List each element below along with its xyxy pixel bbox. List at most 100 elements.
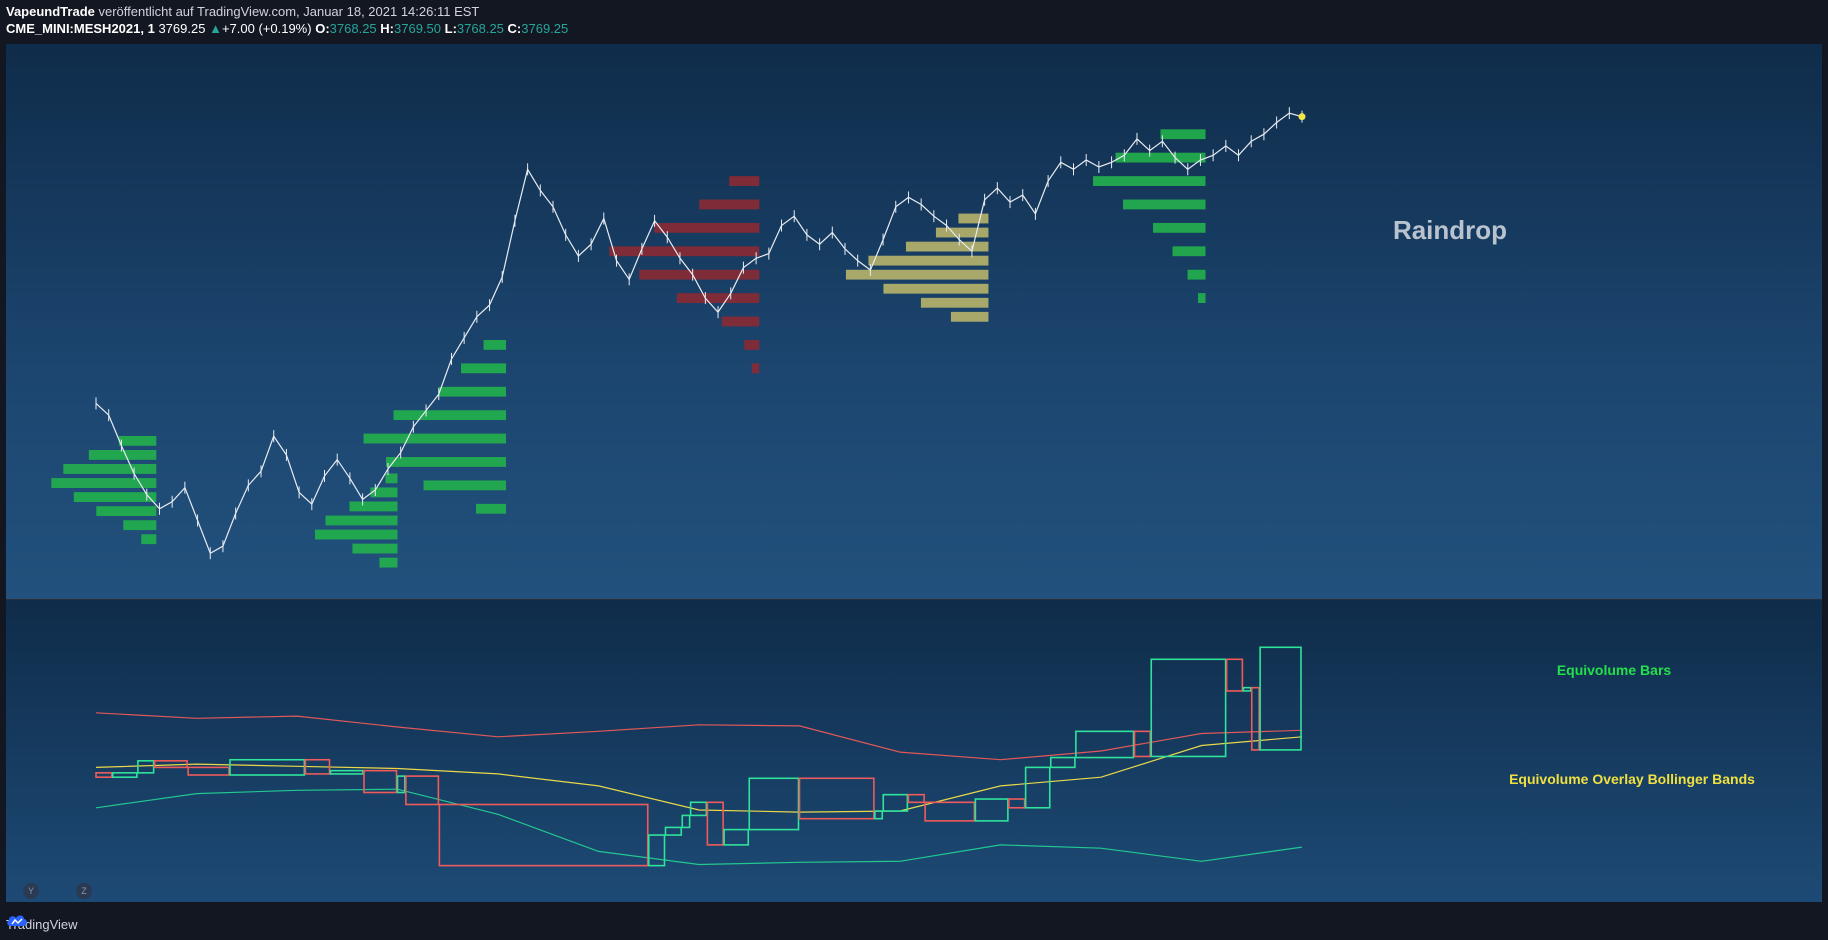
profile-bin (1153, 222, 1206, 233)
equivolume-box-down (706, 801, 724, 846)
profile-bin (123, 520, 157, 531)
equivolume-box-down (1008, 798, 1026, 809)
equivolume-box-down (95, 772, 113, 778)
publish-info: VapeundTrade veröffentlicht auf TradingV… (6, 4, 479, 19)
bollinger-title: Equivolume Overlay Bollinger Bands (1509, 771, 1755, 787)
price-line-group (95, 107, 1306, 560)
profile-bin (905, 241, 989, 252)
profile-bin (385, 473, 398, 484)
publish-text: veröffentlicht auf TradingView.com, Janu… (98, 4, 480, 19)
profile-bin (609, 246, 760, 257)
high-value: 3769.50 (394, 21, 441, 36)
profile-bin (325, 515, 398, 526)
profile-bin (438, 386, 507, 397)
profile-bin (315, 529, 398, 540)
profile-bin (51, 478, 157, 488)
raindrop-chart[interactable]: Raindrop (6, 44, 1822, 599)
profile-bin (744, 339, 760, 350)
profile-bin (868, 255, 989, 266)
equivolume-box-up (1259, 646, 1302, 751)
equivolume-box-down (1225, 658, 1244, 692)
volume-profile (363, 339, 507, 514)
profile-bin (1160, 129, 1206, 140)
equivolume-box-up (874, 810, 884, 820)
profile-bin (729, 176, 760, 186)
equivolume-box-down (363, 769, 398, 794)
volume-profile (1093, 129, 1206, 304)
price-change: +7.00 (+0.19%) (221, 21, 312, 36)
profile-bin (96, 506, 157, 517)
profile-bin (423, 480, 507, 491)
equivolume-box-down (438, 803, 649, 867)
equivolume-box-down (304, 758, 331, 775)
pane-button-z[interactable]: Z (76, 883, 92, 899)
volume-profiles (51, 129, 1206, 568)
high-label: H: (380, 21, 394, 36)
equivolume-box-up (748, 777, 800, 831)
profile-bin (958, 213, 989, 224)
chart-title: Raindrop (1393, 215, 1507, 245)
equivolume-box-up (329, 769, 364, 775)
last-price-marker (1298, 113, 1306, 121)
equivolume-box-up (1150, 658, 1227, 758)
author-name[interactable]: VapeundTrade (6, 4, 95, 19)
profile-bin (461, 363, 507, 374)
profile-bin (352, 543, 398, 554)
open-label: O: (315, 21, 330, 36)
profile-bin (1198, 293, 1206, 304)
price-line (95, 112, 1303, 555)
close-value: 3769.25 (521, 21, 569, 36)
low-label: L: (444, 21, 457, 36)
profile-bin (654, 222, 760, 233)
profile-bin (349, 501, 398, 512)
profile-bin (363, 433, 507, 444)
tradingview-cloud-logo-icon[interactable] (6, 913, 28, 927)
price-pane[interactable]: Raindrop (6, 44, 1822, 600)
profile-bin (639, 269, 760, 280)
profile-bin (751, 363, 760, 374)
profile-bin (845, 269, 989, 280)
equivolume-box-up (137, 760, 155, 774)
profile-bin (1093, 176, 1206, 186)
profile-bin (379, 557, 398, 568)
bollinger-bands (95, 712, 1303, 866)
profile-bin (1115, 152, 1206, 163)
profile-bin (483, 339, 507, 350)
equivolume-box-down (153, 760, 188, 769)
equivolume-box-up (1075, 730, 1135, 759)
equivolume-box-up (647, 834, 666, 867)
equivolume-box-down (1133, 730, 1152, 758)
volume-profile (315, 473, 398, 568)
symbol-name[interactable]: CME_MINI:MESH2021, 1 (6, 21, 155, 36)
profile-bin (1123, 199, 1206, 210)
equivolume-title: Equivolume Bars (1557, 662, 1672, 678)
profile-bin (883, 283, 989, 294)
equivolume-pane[interactable]: Equivolume Bars Equivolume Overlay Bolli… (6, 600, 1822, 902)
equivolume-box-up (1024, 766, 1051, 809)
equivolume-box-up (664, 826, 683, 836)
symbol-legend: CME_MINI:MESH2021, 1 3769.25 ▲+7.00 (+0.… (6, 21, 568, 36)
equivolume-box-up (681, 814, 691, 829)
profile-bin (141, 534, 157, 545)
profile-bin (88, 450, 157, 460)
footer: TradingView (6, 913, 78, 935)
equivolume-box-down (405, 775, 440, 806)
equivolume-box-up (111, 772, 138, 778)
equivolume-box-up (396, 775, 406, 794)
equivolume-chart[interactable]: Equivolume Bars Equivolume Overlay Bolli… (6, 600, 1822, 902)
profile-bin (935, 227, 989, 238)
volume-profile (609, 176, 760, 374)
profile-bin (920, 297, 989, 308)
profile-bin (476, 503, 507, 514)
equivolume-box-down (924, 801, 976, 822)
profile-bin (370, 487, 398, 498)
pane-button-y[interactable]: Y (23, 883, 39, 899)
equivolume-box-down (1250, 686, 1260, 751)
profile-bin (1187, 269, 1206, 280)
bollinger-middle-band (95, 736, 1303, 813)
profile-bin (63, 464, 157, 474)
equivolume-box-down (187, 766, 230, 776)
profile-bin (721, 316, 760, 327)
volume-profile (845, 213, 989, 322)
change-up-icon: ▲ (209, 21, 222, 36)
